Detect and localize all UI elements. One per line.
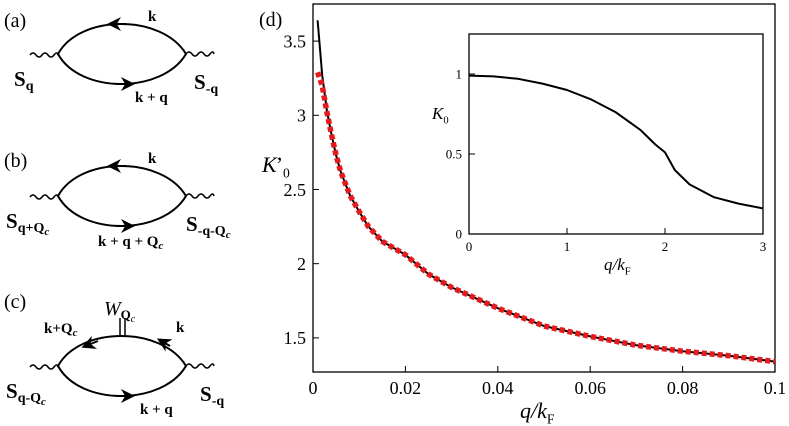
inset-xlabel: q/kF <box>604 255 631 277</box>
label-k-b: k <box>148 151 157 167</box>
vertex-SqmQ-c: Sq-Qc <box>6 379 46 408</box>
panel-label-d: (d) <box>259 9 282 31</box>
loop-b <box>56 165 188 227</box>
diagram-b: (b) k k + q + Qc Sq+Qc S-q-Qc <box>4 150 231 252</box>
wavy-left-c <box>29 364 59 370</box>
label-k-c: k <box>176 320 185 336</box>
inset-ytick-label: 0 <box>456 227 463 242</box>
main-xtick-label: 0.06 <box>574 378 606 398</box>
diagram-c: (c) WQc k+Qc k k + q Sq-Qc S-q <box>4 291 224 418</box>
vertex-SmqmQ-b: S-q-Qc <box>186 212 231 241</box>
wavy-right-a <box>185 51 215 57</box>
vertex-SqQ-b: Sq+Qc <box>6 209 49 238</box>
vertex-Smq-c: S-q <box>200 382 224 409</box>
main-xtick-label: 0.08 <box>667 378 699 398</box>
diagram-a: (a) k k + q Sq S-q <box>4 9 218 106</box>
inset-chart: 0 1 2 3 0 0.5 1 K0 q/kF <box>431 33 767 277</box>
loop-a <box>56 23 188 85</box>
inset-xtick-label: 0 <box>466 239 473 254</box>
arrow-top-right-c <box>156 338 173 352</box>
wavy-right-c <box>185 363 215 369</box>
main-series-approximation <box>315 71 776 365</box>
main-ytick-label: 2.5 <box>284 180 307 200</box>
inset-ylabel: K0 <box>431 104 449 126</box>
panel-label-a: (a) <box>4 10 26 32</box>
main-ylabel: K’0 <box>261 152 290 181</box>
inset-frame <box>468 33 764 235</box>
main-ytick-label: 3 <box>297 106 306 126</box>
wavy-left-b <box>29 194 59 200</box>
inset-ytick-label: 1 <box>456 67 463 82</box>
main-xtick-label: 0.1 <box>764 378 787 398</box>
label-kq-a: k + q <box>135 90 168 106</box>
inset-xtick-label: 2 <box>662 239 669 254</box>
arrow-top-left-c <box>81 335 99 349</box>
main-ytick-label: 2 <box>297 254 306 274</box>
main-frame <box>312 3 776 373</box>
vertex-Sq-a: Sq <box>14 67 34 94</box>
inset-series-K0 <box>468 74 764 210</box>
main-xtick-label: 0 <box>309 378 318 398</box>
main-xlabel: q/kF <box>520 398 555 426</box>
vertex-Smq-a: S-q <box>194 70 218 97</box>
interaction-W: WQc <box>104 298 136 325</box>
main-ytick-label: 3.5 <box>284 31 307 51</box>
inset-ytick-label: 0.5 <box>446 147 462 162</box>
panel-label-b: (b) <box>4 150 27 172</box>
main-chart: 0 0.02 0.04 0.06 0.08 0.1 1.5 2 2.5 3 3.5 K’0 q/kF <box>261 3 787 426</box>
inset-xtick-label: 1 <box>564 239 571 254</box>
main-ytick-label: 1.5 <box>284 328 307 348</box>
label-k-a: k <box>148 9 157 25</box>
main-xtick-label: 0.04 <box>482 378 514 398</box>
label-kq-c: k + q <box>140 402 173 418</box>
main-xtick-label: 0.02 <box>390 378 422 398</box>
wavy-left-a <box>29 52 59 58</box>
wavy-right-b <box>185 193 215 199</box>
inset-xtick-label: 3 <box>760 239 767 254</box>
label-kqQ-b: k + q + Qc <box>98 234 163 252</box>
panel-label-c: (c) <box>4 291 26 313</box>
label-kQ-c: k+Qc <box>44 321 78 339</box>
